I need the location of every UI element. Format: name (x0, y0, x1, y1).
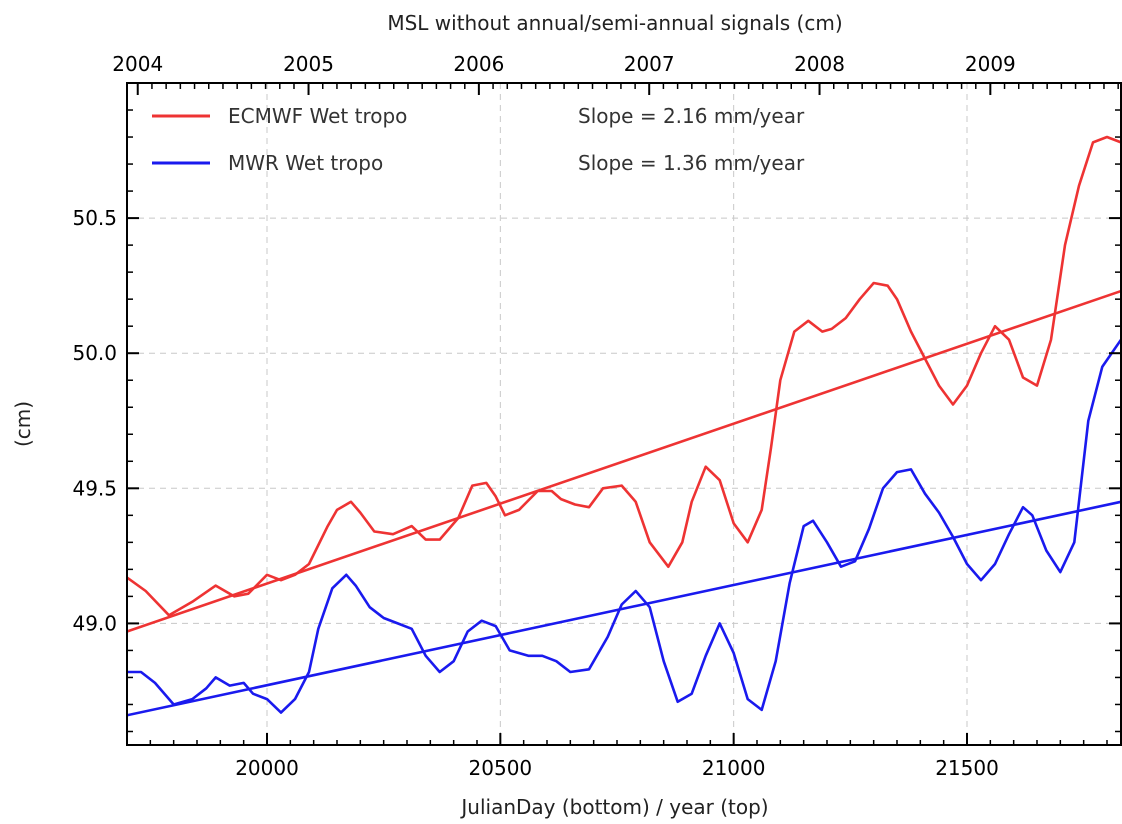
x-axis-label: JulianDay (bottom) / year (top) (459, 795, 768, 819)
legend: ECMWF Wet tropo Slope = 2.16 mm/year MWR… (152, 104, 805, 175)
x-tick-label: 20000 (235, 756, 299, 780)
year-tick-label: 2008 (794, 52, 845, 76)
legend-label-mwr: MWR Wet tropo (228, 151, 383, 175)
chart-title: MSL without annual/semi-annual signals (… (387, 11, 842, 35)
x-tick-label: 21500 (935, 756, 999, 780)
y-tick-label: 50.0 (72, 341, 117, 365)
grid-lines (127, 83, 1121, 745)
trend-line-mwr (126, 500, 1122, 717)
series-line-ecmwf (126, 135, 1122, 617)
x-tick-label: 20500 (469, 756, 533, 780)
y-axis-label: (cm) (11, 401, 35, 447)
series-layer (126, 135, 1122, 717)
slope-label-mwr: Slope = 1.36 mm/year (578, 151, 805, 175)
axes: 20000 20500 21000 21500 49.0 49.5 50.0 50.5 2004… (72, 52, 1121, 780)
y-tick-label: 50.5 (72, 206, 117, 230)
series-line-mwr (127, 338, 1122, 714)
year-tick-label: 2005 (283, 52, 334, 76)
year-tick-label: 2004 (112, 52, 163, 76)
trend-line-ecmwf (126, 289, 1122, 633)
y-tick-label: 49.5 (72, 476, 117, 500)
year-tick-label: 2007 (624, 52, 675, 76)
year-tick-label: 2009 (965, 52, 1016, 76)
plot-frame (126, 82, 1122, 746)
y-tick-label: 49.0 (72, 611, 117, 635)
legend-label-ecmwf: ECMWF Wet tropo (228, 104, 407, 128)
year-tick-label: 2006 (453, 52, 504, 76)
x-tick-label: 21000 (702, 756, 766, 780)
slope-label-ecmwf: Slope = 2.16 mm/year (578, 104, 805, 128)
